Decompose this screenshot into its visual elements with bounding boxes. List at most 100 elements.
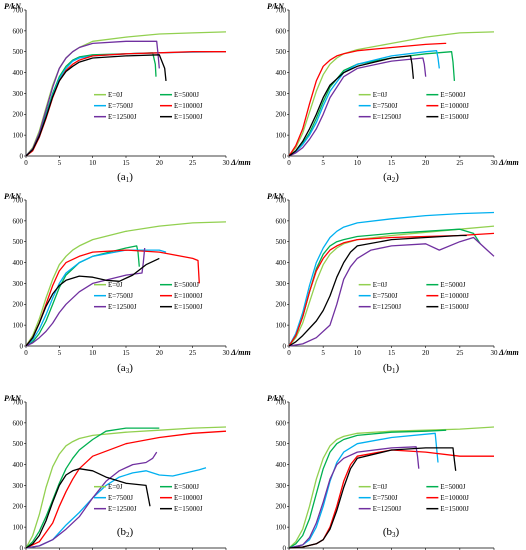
x-tick-label: 25	[456, 349, 464, 357]
x-tick-label: 10	[354, 349, 362, 357]
y-tick-label: 400	[276, 461, 287, 469]
legend-label: E=15000J	[440, 303, 469, 311]
series-line	[288, 447, 457, 549]
series-line	[288, 234, 467, 347]
x-tick-label: 5	[321, 159, 325, 167]
series-line	[25, 245, 140, 347]
legend-label: E=12500J	[373, 303, 402, 311]
series-line	[288, 426, 495, 549]
series-line	[288, 31, 495, 157]
y-tick-label: 300	[276, 280, 287, 288]
x-tick-label: 15	[388, 349, 396, 357]
legend-label: E=15000J	[174, 505, 203, 513]
series-line	[25, 221, 227, 347]
series-line	[25, 468, 151, 549]
panel-caption: (a3)	[117, 362, 133, 375]
x-axis-label: Δ/mm	[230, 348, 251, 357]
legend-label: E=0J	[108, 483, 123, 491]
y-tick-label: 500	[276, 440, 287, 448]
y-tick-label: 100	[13, 524, 24, 532]
y-tick-label: 0	[283, 342, 287, 350]
legend-label: E=7500J	[108, 494, 133, 502]
y-tick-label: 0	[20, 342, 24, 350]
y-tick-label: 500	[276, 238, 287, 246]
y-tick-label: 500	[13, 48, 24, 56]
x-tick-label: 15	[123, 159, 131, 167]
legend-label: E=5000J	[174, 91, 199, 99]
y-tick-label: 500	[276, 48, 287, 56]
y-tick-label: 0	[20, 152, 24, 160]
y-tick-label: 200	[13, 503, 24, 511]
legend-label: E=10000J	[174, 292, 203, 300]
series-line	[25, 52, 157, 157]
y-tick-label: 100	[13, 322, 24, 330]
y-tick-label: 100	[276, 524, 287, 532]
series-line	[288, 446, 420, 549]
y-tick-label: 400	[276, 69, 287, 77]
series-line	[25, 247, 146, 347]
legend-label: E=10000J	[440, 292, 469, 300]
y-tick-label: 400	[13, 69, 24, 77]
x-tick-label: 30	[223, 159, 231, 167]
series-line	[25, 426, 227, 549]
y-tick-label: 700	[276, 196, 287, 204]
y-tick-label: 700	[13, 196, 24, 204]
y-tick-label: 200	[13, 301, 24, 309]
x-axis-label: Δ/mm	[230, 158, 251, 167]
x-tick-label: 30	[491, 159, 499, 167]
y-tick-label: 300	[276, 482, 287, 490]
series-line	[288, 211, 495, 347]
y-tick-label: 300	[13, 90, 24, 98]
y-tick-label: 600	[13, 217, 24, 225]
series-line	[288, 51, 456, 157]
y-axis-label: P/kN	[267, 2, 285, 11]
legend-label: E=0J	[373, 483, 388, 491]
x-axis-label: Δ/mm	[498, 348, 519, 357]
legend-label: E=5000J	[440, 281, 465, 289]
legend-label: E=5000J	[440, 91, 465, 99]
legend-label: E=15000J	[174, 113, 203, 121]
chart-panel: 0100200300400500600700051015202530P/kNΔ/…	[4, 394, 227, 550]
legend-label: E=15000J	[440, 113, 469, 121]
y-tick-label: 100	[13, 132, 24, 140]
y-tick-label: 600	[276, 419, 287, 427]
y-tick-label: 600	[13, 27, 24, 35]
x-tick-label: 0	[24, 349, 28, 357]
panel-caption: (a1)	[117, 171, 133, 184]
legend-label: E=10000J	[440, 102, 469, 110]
series-line	[288, 42, 447, 157]
series-line	[288, 236, 495, 347]
series-line	[25, 451, 158, 549]
legend-label: E=12500J	[108, 113, 137, 121]
panel-caption: (b2)	[117, 526, 134, 539]
y-tick-label: 500	[13, 238, 24, 246]
panel-caption: (b1)	[383, 362, 400, 375]
x-tick-label: 5	[58, 349, 62, 357]
y-tick-label: 100	[276, 322, 287, 330]
y-tick-label: 200	[276, 111, 287, 119]
y-tick-label: 600	[276, 217, 287, 225]
legend-label: E=7500J	[373, 292, 398, 300]
x-tick-label: 0	[287, 159, 291, 167]
series-line	[288, 55, 415, 157]
y-tick-label: 400	[13, 259, 24, 267]
x-tick-label: 20	[422, 159, 430, 167]
y-tick-label: 200	[276, 503, 287, 511]
series-line	[288, 432, 439, 549]
legend-label: E=0J	[108, 281, 123, 289]
x-tick-label: 15	[123, 349, 131, 357]
legend-label: E=10000J	[174, 102, 203, 110]
series-line	[25, 467, 207, 549]
legend-label: E=0J	[373, 281, 388, 289]
y-axis-label: P/kN	[4, 2, 22, 11]
legend-label: E=7500J	[108, 292, 133, 300]
x-tick-label: 25	[189, 159, 197, 167]
y-tick-label: 600	[13, 419, 24, 427]
y-tick-label: 300	[276, 90, 287, 98]
series-line	[25, 40, 160, 157]
x-tick-label: 20	[156, 159, 164, 167]
y-tick-label: 700	[276, 6, 287, 14]
